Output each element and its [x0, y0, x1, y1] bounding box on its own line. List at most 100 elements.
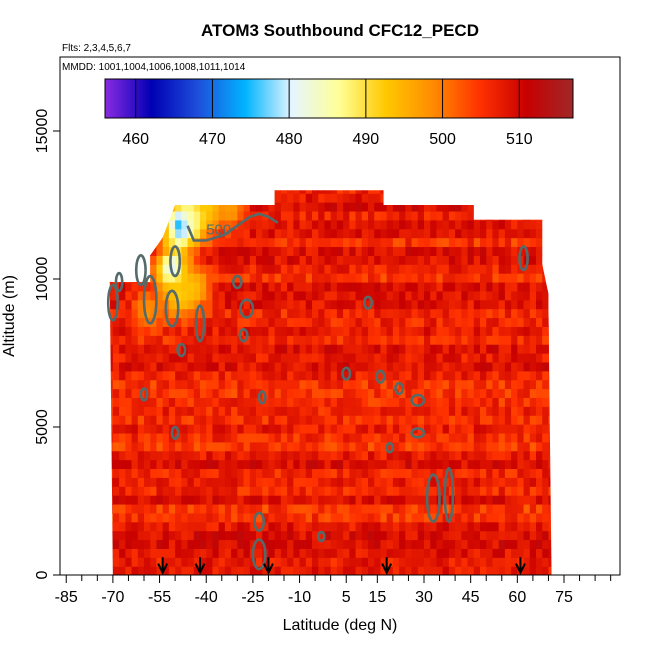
- heatmap-cell: [498, 246, 506, 256]
- mmdd-label: MMDD: 1001,1004,1006,1008,1011,1014: [62, 62, 246, 73]
- heatmap-cell: [411, 486, 419, 496]
- heatmap-cell: [200, 237, 207, 248]
- heatmap-cell: [224, 539, 232, 549]
- heatmap-cell: [193, 255, 201, 265]
- heatmap-cell: [109, 273, 114, 283]
- heatmap-cell: [162, 228, 170, 239]
- heatmap-cell: [175, 379, 182, 390]
- heatmap-cell: [243, 190, 251, 194]
- heatmap-cell: [399, 290, 406, 301]
- heatmap-cell: [187, 299, 195, 310]
- heatmap-cell: [324, 441, 332, 452]
- heatmap-cell: [274, 477, 282, 487]
- heatmap-cell: [424, 548, 431, 558]
- heatmap-cell: [436, 281, 444, 292]
- heatmap-cell: [511, 228, 518, 239]
- heatmap-cell: [548, 193, 552, 203]
- heatmap-cell: [361, 406, 369, 416]
- heatmap-cell: [349, 299, 357, 310]
- heatmap-cell: [312, 450, 319, 461]
- heatmap-cell: [243, 495, 251, 505]
- heatmap-cell: [268, 441, 276, 452]
- heatmap-cell: [144, 219, 151, 230]
- heatmap-cell: [324, 486, 332, 496]
- heatmap-cell: [287, 548, 294, 558]
- heatmap-cell: [150, 530, 158, 541]
- heatmap-cell: [368, 202, 375, 212]
- heatmap-cell: [392, 228, 400, 239]
- heatmap-cell: [224, 326, 232, 336]
- heatmap-cell: [355, 190, 363, 194]
- heatmap-cell: [231, 548, 238, 558]
- heatmap-cell: [536, 228, 543, 239]
- heatmap-cell: [330, 308, 338, 319]
- heatmap-cell: [417, 317, 425, 327]
- heatmap-cell: [206, 459, 214, 470]
- heatmap-cell: [523, 202, 531, 212]
- x-tick-label: 30: [415, 589, 433, 606]
- heatmap-cell: [125, 566, 133, 575]
- heatmap-cell: [523, 299, 531, 310]
- heatmap-cell: [486, 255, 494, 265]
- heatmap-cell: [181, 459, 189, 470]
- heatmap-cell: [131, 308, 139, 319]
- heatmap-cell: [318, 264, 326, 274]
- heatmap-cell: [280, 344, 288, 354]
- heatmap-cell: [436, 548, 444, 558]
- heatmap-cell: [442, 255, 450, 265]
- heatmap-cell: [293, 450, 301, 461]
- heatmap-cell: [486, 335, 494, 345]
- heatmap-cell: [112, 424, 120, 434]
- heatmap-cell: [109, 557, 114, 567]
- heatmap-cell: [256, 361, 263, 372]
- heatmap-cell: [324, 237, 332, 248]
- heatmap-cell: [100, 220, 107, 229]
- heatmap-cell: [162, 361, 170, 372]
- heatmap-cell: [461, 344, 469, 354]
- heatmap-cell: [181, 219, 189, 230]
- heatmap-cell: [318, 503, 326, 514]
- heatmap-cell: [243, 273, 251, 283]
- heatmap-cell: [168, 450, 176, 461]
- heatmap-cell: [94, 273, 101, 282]
- heatmap-cell: [112, 539, 120, 549]
- heatmap-cell: [492, 228, 500, 239]
- heatmap-cell: [417, 246, 425, 256]
- heatmap-cell: [131, 335, 139, 345]
- heatmap-cell: [181, 335, 189, 345]
- heatmap-cell: [237, 246, 245, 256]
- heatmap-cell: [274, 246, 282, 256]
- heatmap-cell: [399, 190, 406, 194]
- heatmap-cell: [100, 309, 107, 318]
- heatmap-cell: [119, 557, 126, 567]
- heatmap-cell: [100, 548, 107, 557]
- heatmap-cell: [436, 237, 444, 248]
- heatmap-cell: [318, 450, 326, 461]
- heatmap-cell: [548, 326, 552, 336]
- heatmap-cell: [112, 441, 120, 452]
- heatmap-cell: [109, 335, 114, 345]
- heatmap-cell: [386, 255, 394, 265]
- heatmap-cell: [386, 441, 394, 452]
- heatmap-cell: [268, 468, 276, 478]
- heatmap-cell: [150, 424, 158, 434]
- heatmap-cell: [100, 211, 107, 220]
- heatmap-cell: [436, 326, 444, 336]
- heatmap-cell: [318, 237, 326, 248]
- heatmap-cell: [175, 521, 182, 532]
- heatmap-cell: [399, 326, 406, 336]
- heatmap-cell: [343, 219, 350, 230]
- heatmap-cell: [125, 317, 133, 327]
- heatmap-cell: [218, 317, 226, 327]
- heatmap-cell: [467, 521, 475, 532]
- heatmap-cell: [349, 539, 357, 549]
- heatmap-cell: [181, 503, 189, 514]
- heatmap-cell: [455, 566, 462, 575]
- heatmap-cell: [137, 228, 145, 239]
- heatmap-cell: [293, 190, 301, 194]
- heatmap-cell: [324, 521, 332, 532]
- heatmap-cell: [137, 210, 145, 221]
- heatmap-cell: [473, 219, 481, 230]
- heatmap-cell: [523, 566, 531, 575]
